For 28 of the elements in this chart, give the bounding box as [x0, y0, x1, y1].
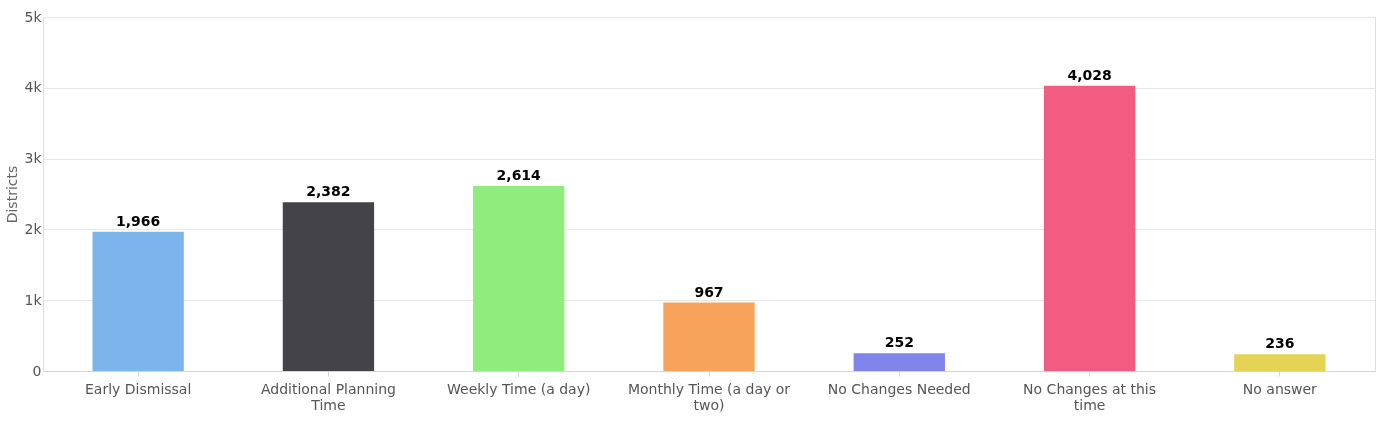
bar: [1234, 354, 1326, 371]
data-label: 252: [884, 334, 914, 351]
bar: [663, 302, 755, 371]
bar: [853, 353, 945, 371]
y-tick-label: 3k: [24, 150, 43, 167]
y-tick-label: 0: [32, 362, 42, 379]
bar: [92, 231, 184, 371]
x-tick-label: No Changes Needed: [827, 380, 971, 397]
data-label: 236: [1265, 335, 1295, 352]
y-tick-label: 5k: [24, 8, 43, 25]
data-label: 2,614: [496, 166, 542, 183]
bar: [282, 202, 375, 371]
x-tick-label: Monthly Time (a day or two): [627, 380, 791, 413]
data-label: 2,382: [306, 183, 351, 200]
y-tick-label: 1k: [24, 291, 43, 308]
data-label: 4,028: [1067, 66, 1112, 83]
y-axis-title: Districts: [4, 165, 21, 224]
data-label: 967: [694, 283, 724, 300]
data-label: 1,966: [115, 212, 161, 229]
y-tick-label: 2k: [24, 220, 43, 237]
x-tick-label: No answer: [1242, 380, 1318, 397]
x-tick-label: No Changes at this time: [1023, 380, 1157, 413]
bar: [1043, 85, 1136, 371]
y-tick-label: 4k: [24, 79, 43, 96]
x-tick-label: Weekly Time (a day): [447, 380, 591, 397]
bar: [473, 185, 565, 371]
x-tick-label: Early Dismissal: [84, 380, 192, 397]
x-tick-label: Additional Planning Time: [260, 380, 396, 413]
